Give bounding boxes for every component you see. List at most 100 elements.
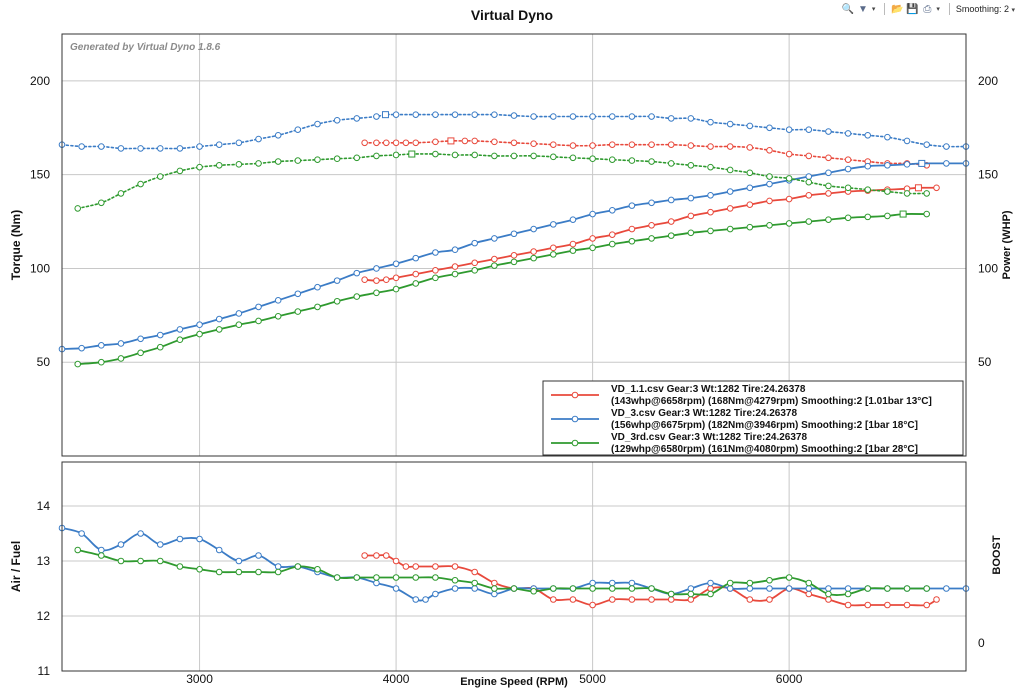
vd-1-1-power-point	[510, 252, 518, 259]
legend-swatch-marker	[571, 439, 579, 447]
vd-1-1-torque-point	[550, 141, 557, 148]
vd-3rd-afr-point	[333, 574, 341, 581]
vd-3rd-torque-point	[176, 167, 184, 175]
vd-3-torque-point	[569, 113, 577, 120]
vd-3-torque-point	[471, 111, 478, 118]
vd-3-power-point	[137, 335, 144, 343]
vd-1-1-power-point	[648, 222, 655, 229]
vd-3-torque-point	[314, 120, 321, 128]
toolbar: 🔍 ▼ ▾ 📂 💾 ⎙ ▾ Smoothing: 2 ▾	[842, 2, 1018, 16]
vd-3rd-torque-point	[274, 158, 282, 165]
vd-1-1-torque-point	[491, 138, 498, 146]
x-tick-label: 5000	[579, 672, 606, 686]
vd-3-power-point	[432, 249, 439, 256]
vd-3-torque-point	[707, 118, 714, 126]
vd-1-1-torque-point	[648, 141, 655, 148]
vd-3rd-afr-point	[471, 579, 478, 587]
vd-3rd-torque-line	[76, 153, 928, 210]
vd-1-1-afr-point	[550, 596, 557, 603]
vd-3-afr-point	[422, 596, 429, 603]
zoom-icon[interactable]: 🔍	[841, 3, 855, 15]
legend-entry-name: VD_3rd.csv Gear:3 Wt:1282 Tire:24.26378	[611, 432, 807, 443]
vd-3-power-point	[353, 269, 361, 277]
vd-3-power-point	[805, 173, 813, 180]
vd-3rd-afr-point	[510, 585, 518, 592]
vd-1-1-torque-point	[461, 137, 469, 145]
vd-3rd-afr-point	[589, 585, 596, 592]
vd-3-torque-point	[785, 126, 793, 133]
vd-3rd-power-point	[274, 312, 282, 320]
vd-3rd-torque-point	[648, 158, 655, 165]
vd-3rd-torque-point	[491, 152, 498, 160]
vd-3-afr-point	[78, 530, 85, 537]
vd-3-torque-point	[864, 131, 872, 139]
vd-3rd-afr-point	[864, 585, 872, 592]
vd-3-torque-point	[805, 126, 813, 133]
vd-3-torque-point	[884, 133, 891, 141]
vd-1-1-afr-point	[589, 601, 596, 609]
vd-3-afr-point	[785, 585, 793, 592]
vd-3rd-torque-point	[294, 157, 302, 164]
vd-3-afr-point	[746, 585, 754, 592]
vd-3rd-power-point	[156, 343, 164, 351]
vd-1-1-afr-point	[608, 596, 616, 603]
vd-3-power-point	[78, 344, 85, 352]
filter-icon[interactable]: ▼	[857, 3, 868, 15]
vd-3-power-point	[176, 326, 184, 333]
vd-3rd-torque-point	[235, 161, 243, 168]
vd-1-1-afr-point	[864, 601, 872, 609]
vd-1-1-afr-point	[382, 552, 390, 559]
vd-1-1-afr-point	[402, 563, 410, 570]
smoothing-dropdown[interactable]: Smoothing: 2 ▾	[956, 4, 1018, 14]
print-dropdown-caret[interactable]: ▾	[936, 6, 940, 13]
vd-1-1-power-point	[933, 184, 940, 192]
vd-3-torque-point	[530, 113, 537, 120]
vd-3-torque-point	[726, 120, 734, 128]
vd-3rd-afr-point	[412, 574, 420, 581]
print-icon[interactable]: ⎙	[923, 3, 932, 15]
vd-1-1-torque-point	[766, 146, 773, 154]
open-file-icon[interactable]: 📂	[891, 3, 904, 15]
vd-3-power-point	[314, 283, 321, 291]
vd-3-power-peak-marker	[918, 159, 926, 167]
vd-3-power-point	[510, 230, 518, 238]
watermark: Generated by Virtual Dyno 1.8.6	[70, 42, 221, 53]
vd-3-torque-point	[392, 111, 400, 118]
vd-1-1-torque-point	[402, 139, 410, 147]
vd-3-afr-point	[274, 563, 282, 570]
vd-3rd-power-point	[726, 225, 734, 233]
vd-3rd-power-point	[608, 240, 616, 248]
vd-3rd-power-point	[530, 254, 537, 262]
vd-3-torque-point	[687, 115, 695, 122]
vd-3rd-afr-point	[707, 590, 714, 598]
chevron-down-icon: ▾	[1011, 7, 1015, 14]
boost-tick-label: 0	[978, 636, 985, 650]
vd-1-1-power-point	[608, 231, 616, 238]
vd-3-afr-point	[412, 596, 420, 603]
vd-3-power-point	[117, 340, 125, 347]
vd-3-torque-point	[589, 113, 596, 120]
vd-3rd-torque-point	[314, 156, 321, 163]
vd-3rd-afr-point	[156, 557, 164, 565]
vd-1-1-torque-point	[608, 141, 616, 148]
vd-3-torque-point	[353, 115, 361, 122]
vd-3rd-power-point	[864, 213, 872, 221]
vd-3rd-afr-point	[255, 568, 262, 576]
vd-3-torque-point	[844, 130, 852, 137]
vd-3rd-afr-point	[608, 585, 616, 592]
filter-dropdown-caret[interactable]: ▾	[871, 6, 876, 13]
vd-1-1-torque-point	[805, 152, 813, 160]
save-icon[interactable]: 💾	[906, 3, 919, 15]
vd-3-torque-point	[943, 143, 950, 150]
air-fuel-plot-frame	[61, 461, 967, 672]
vd-3-torque-point	[903, 137, 911, 145]
vd-3rd-torque-point	[353, 154, 361, 162]
vd-3-power-point	[903, 161, 911, 168]
vd-3-torque-point	[294, 126, 302, 133]
vd-3rd-torque-point	[628, 157, 636, 164]
vd-3rd-afr-point	[74, 546, 82, 554]
vd-3rd-power-point	[74, 360, 82, 368]
vd-3rd-afr-point	[215, 568, 223, 576]
vd-3rd-torque-point	[884, 188, 891, 195]
vd-1-1-power-point	[746, 201, 754, 208]
